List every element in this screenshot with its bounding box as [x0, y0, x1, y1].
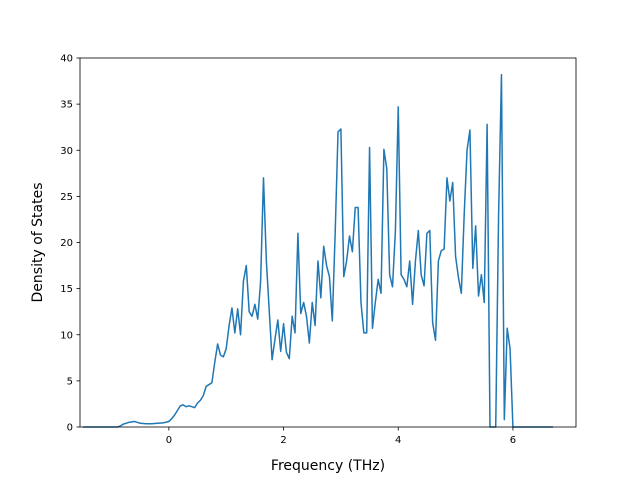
y-tick-label: 15 [60, 284, 73, 295]
y-tick-label: 30 [60, 146, 73, 157]
y-tick-label: 20 [60, 238, 73, 249]
x-axis: 0 2 4 6 [166, 427, 516, 446]
x-tick-label: 4 [395, 435, 401, 446]
y-tick-label: 35 [60, 100, 73, 111]
x-tick-label: 0 [166, 435, 172, 446]
y-axis: 0 5 10 15 20 25 30 35 40 [60, 54, 80, 434]
x-tick-label: 6 [510, 435, 516, 446]
y-tick-label: 40 [60, 54, 73, 65]
y-tick-label: 0 [67, 423, 73, 434]
y-tick-label: 10 [60, 330, 73, 341]
plot-area [82, 73, 554, 428]
y-axis-title: Density of States [30, 183, 46, 303]
x-axis-title: Frequency (THz) [271, 458, 385, 474]
x-tick-label: 2 [280, 435, 286, 446]
dos-series-line [82, 73, 554, 428]
y-tick-label: 25 [60, 192, 73, 203]
y-tick-label: 5 [67, 376, 73, 387]
